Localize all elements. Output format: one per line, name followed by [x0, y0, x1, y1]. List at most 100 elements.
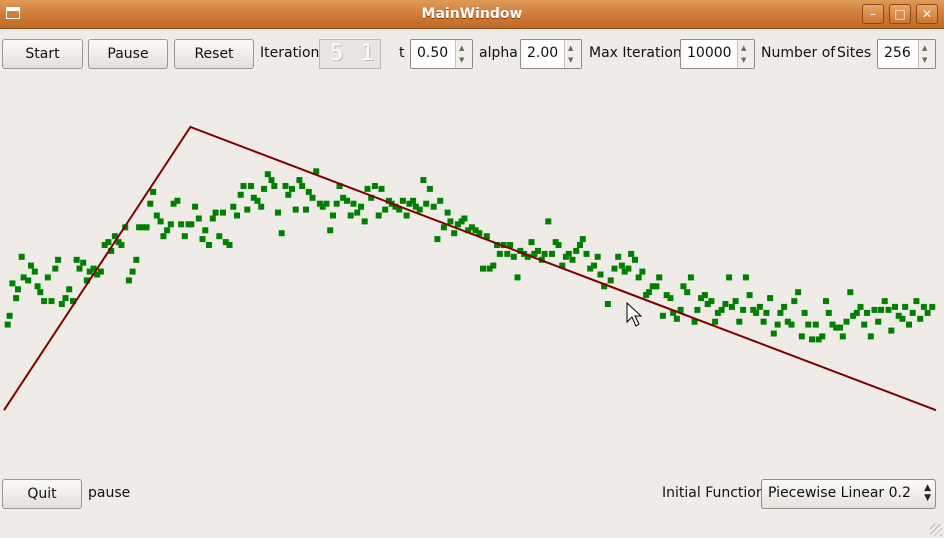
data-point	[278, 230, 285, 237]
data-point	[691, 318, 698, 325]
data-point	[476, 230, 483, 237]
data-point	[41, 298, 48, 305]
max-iteration-spinbox[interactable]: 10000 ▲ ▼	[680, 39, 755, 69]
t-spinbox[interactable]: 0.50 ▲ ▼	[410, 39, 473, 69]
data-point	[847, 289, 854, 296]
window-menu-icon[interactable]	[6, 7, 20, 19]
quit-button[interactable]: Quit	[2, 479, 82, 509]
spin-up-icon[interactable]: ▲	[568, 44, 574, 52]
data-point	[649, 283, 656, 290]
data-point	[206, 242, 212, 248]
sites-spinbox[interactable]: 256 ▲ ▼	[877, 39, 936, 69]
data-point	[451, 230, 458, 237]
data-point	[202, 227, 209, 234]
initial-function-label: Initial Function	[662, 485, 765, 501]
data-point	[371, 183, 378, 189]
data-point	[850, 312, 857, 319]
reset-button[interactable]: Reset	[174, 39, 254, 69]
data-point	[330, 212, 336, 219]
data-point	[843, 318, 850, 325]
data-point	[244, 206, 251, 213]
data-point	[899, 315, 906, 322]
data-point	[812, 321, 819, 328]
data-point	[496, 250, 503, 257]
data-point	[410, 197, 417, 204]
data-point	[483, 233, 490, 240]
data-point	[920, 303, 927, 310]
data-point	[722, 301, 729, 307]
data-point	[392, 203, 399, 210]
data-point	[480, 265, 486, 272]
data-point	[555, 242, 562, 248]
data-point	[760, 318, 767, 325]
data-point	[781, 303, 788, 310]
spin-down-icon[interactable]: ▼	[922, 56, 928, 64]
initial-function-value: Piecewise Linear 0.2	[768, 485, 911, 501]
data-point	[770, 330, 777, 337]
data-point	[344, 197, 350, 204]
minimize-button[interactable]: –	[862, 4, 884, 24]
data-point	[327, 227, 334, 234]
data-point	[271, 183, 278, 189]
data-point	[319, 203, 326, 210]
iteration-lcd-display: 5 1	[319, 39, 381, 69]
initial-function-select[interactable]: Piecewise Linear 0.2 ▲ ▼	[761, 479, 936, 509]
close-button[interactable]: ✕	[916, 4, 938, 24]
spin-up-icon[interactable]: ▲	[459, 44, 465, 52]
data-point	[902, 303, 909, 310]
data-point	[468, 224, 475, 231]
data-point	[264, 171, 271, 178]
data-point	[340, 194, 347, 201]
data-point	[573, 247, 580, 254]
data-point	[628, 250, 635, 257]
data-point	[823, 298, 829, 305]
data-point	[354, 209, 361, 216]
data-point	[209, 215, 216, 222]
data-point	[906, 321, 912, 328]
data-point	[6, 312, 13, 319]
data-point	[157, 218, 164, 225]
spin-up-icon[interactable]: ▲	[922, 44, 928, 52]
data-point	[86, 268, 93, 275]
data-point	[815, 336, 822, 343]
data-point	[784, 318, 791, 325]
data-point	[309, 194, 316, 201]
data-point	[275, 209, 281, 216]
data-point	[528, 239, 535, 246]
data-point	[90, 265, 97, 272]
data-point	[857, 303, 864, 310]
data-point	[447, 218, 454, 225]
spin-down-icon[interactable]: ▼	[568, 56, 574, 64]
data-point	[31, 268, 38, 275]
data-point	[465, 227, 472, 234]
data-point	[240, 183, 247, 189]
data-point	[444, 209, 451, 216]
data-point	[531, 250, 538, 257]
data-point	[535, 247, 541, 254]
data-point	[454, 221, 461, 228]
start-button[interactable]: Start	[2, 39, 83, 69]
resize-grip-icon[interactable]	[930, 524, 942, 536]
data-point	[698, 295, 705, 302]
data-point	[913, 298, 920, 305]
data-point	[220, 209, 226, 216]
data-point	[136, 224, 143, 231]
spin-down-icon[interactable]: ▼	[459, 56, 465, 64]
data-point	[416, 206, 423, 213]
spin-down-icon[interactable]: ▼	[741, 56, 747, 64]
data-point	[222, 239, 229, 246]
pause-button[interactable]: Pause	[88, 39, 168, 69]
data-point	[565, 250, 572, 257]
title-bar[interactable]: MainWindow – □ ✕	[0, 0, 944, 29]
window-title: MainWindow	[421, 6, 523, 22]
data-point	[125, 277, 132, 284]
spin-up-icon[interactable]: ▲	[741, 44, 747, 52]
data-point	[607, 277, 614, 284]
data-point	[378, 185, 385, 192]
data-point	[299, 183, 306, 189]
alpha-spinbox[interactable]: 2.00 ▲ ▼	[520, 39, 582, 69]
data-point	[347, 212, 354, 219]
iteration-label: Iteration	[260, 45, 320, 61]
maximize-button[interactable]: □	[889, 4, 911, 24]
data-point	[767, 295, 774, 302]
